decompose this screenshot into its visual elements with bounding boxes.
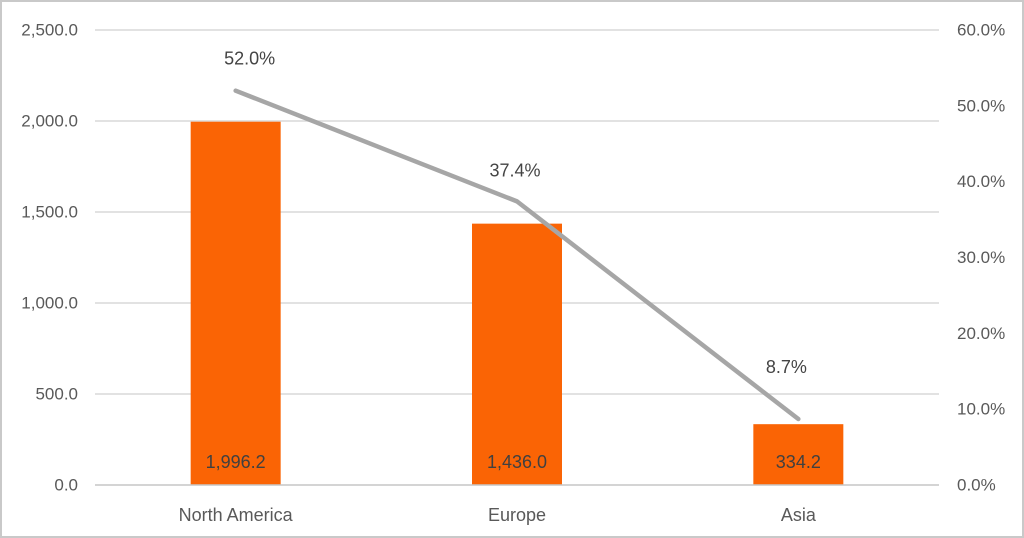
- line-data-label: 37.4%: [489, 160, 540, 180]
- line-series: [233, 88, 801, 422]
- percentage-line: [233, 88, 801, 422]
- left-axis-labels: 0.0 500.0 1,000.0 1,500.0 2,000.0 2,500.0: [21, 21, 78, 495]
- bar-data-label: 1,436.0: [487, 452, 547, 472]
- data-labels: 1,996.2 1,436.0 334.2 52.0% 37.4% 8.7%: [206, 49, 821, 472]
- bar-series: [190, 121, 844, 486]
- category-labels: North America Europe Asia: [179, 505, 817, 525]
- bar-north-america: [190, 121, 281, 486]
- bar-data-label: 1,996.2: [206, 452, 266, 472]
- category-label-europe: Europe: [488, 505, 546, 525]
- right-axis-tick-label: 0.0%: [957, 476, 996, 495]
- left-axis-tick-label: 0.0: [54, 476, 78, 495]
- left-axis-tick-label: 500.0: [35, 385, 78, 404]
- right-axis-tick-label: 50.0%: [957, 96, 1005, 115]
- left-axis-tick-label: 1,500.0: [21, 203, 78, 222]
- line-data-label: 8.7%: [766, 357, 807, 377]
- bar-europe: [472, 223, 562, 485]
- line-data-label: 52.0%: [224, 49, 275, 69]
- category-label-north-america: North America: [179, 505, 294, 525]
- category-label-asia: Asia: [781, 505, 817, 525]
- left-axis-tick-label: 2,500.0: [21, 21, 78, 40]
- bar-asia: [753, 424, 844, 485]
- right-axis-tick-label: 20.0%: [957, 324, 1005, 343]
- bar-data-label: 334.2: [776, 452, 821, 472]
- right-axis-tick-label: 30.0%: [957, 248, 1005, 267]
- right-axis-labels: 0.0% 10.0% 20.0% 30.0% 40.0% 50.0% 60.0%: [957, 21, 1005, 495]
- left-axis-tick-label: 2,000.0: [21, 112, 78, 131]
- right-axis-tick-label: 60.0%: [957, 21, 1005, 40]
- right-axis-tick-label: 10.0%: [957, 400, 1005, 419]
- left-axis-tick-label: 1,000.0: [21, 294, 78, 313]
- right-axis-tick-label: 40.0%: [957, 172, 1005, 191]
